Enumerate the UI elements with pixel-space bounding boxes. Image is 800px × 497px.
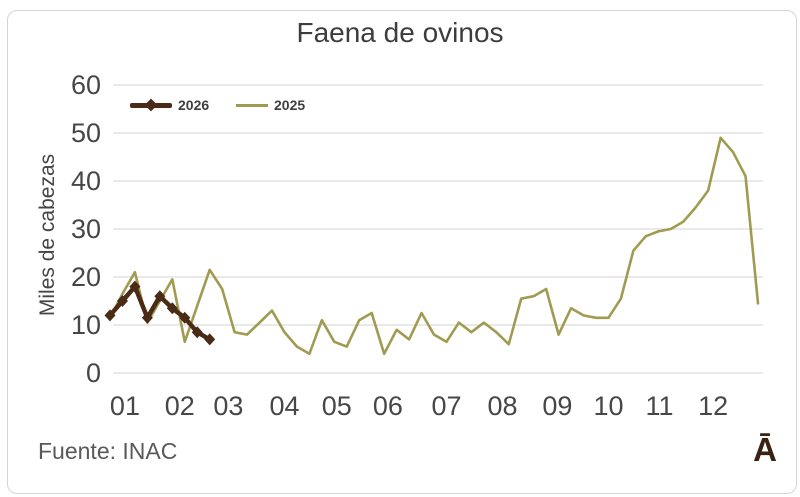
legend-item-2026: 2026 — [130, 96, 209, 114]
y-tick-label: 10 — [71, 310, 101, 340]
y-tick-label: 30 — [71, 214, 101, 244]
x-tick-label: 08 — [488, 391, 518, 421]
legend-swatch-2026 — [130, 98, 172, 112]
x-tick-label: 02 — [165, 391, 195, 421]
x-tick-label: 06 — [373, 391, 403, 421]
series-marker-2026-diamond — [116, 295, 128, 307]
legend-label-2026: 2026 — [178, 97, 210, 113]
y-tick-label: 20 — [71, 262, 101, 292]
legend-label-2025: 2025 — [274, 97, 306, 113]
x-tick-label: 10 — [593, 391, 623, 421]
x-tick-label: 05 — [322, 391, 352, 421]
diamond-marker-icon — [144, 98, 158, 112]
series-marker-2026-diamond — [129, 280, 141, 293]
source-note: Fuente: INAC — [38, 438, 178, 464]
series-marker-2026-diamond — [104, 309, 116, 322]
legend-item-2025: 2025 — [236, 96, 305, 114]
series-marker-2026-diamond — [179, 311, 191, 324]
x-tick-label: 12 — [698, 391, 728, 421]
chart-title: Faena de ovinos — [296, 17, 504, 48]
y-tick-label: 60 — [71, 70, 101, 100]
series-marker-2026-diamond — [191, 326, 203, 339]
x-tick-label: 04 — [269, 391, 299, 421]
x-tick-label: 07 — [431, 391, 461, 421]
x-tick-label: 11 — [646, 391, 674, 421]
series-marker-2026-diamond — [204, 333, 216, 346]
x-tick-label: 01 — [110, 391, 140, 421]
series-marker-2026-diamond — [154, 290, 166, 303]
legend-swatch-2025 — [236, 103, 268, 107]
x-tick-label: 03 — [213, 391, 243, 421]
series-marker-2026-diamond — [166, 302, 178, 315]
y-tick-label: 0 — [86, 358, 101, 388]
series-line-2025 — [108, 136, 760, 356]
watermark-logo: Ā — [753, 431, 777, 468]
x-tick-label: 09 — [542, 391, 572, 421]
y-tick-label: 40 — [71, 166, 101, 196]
series-marker-2026-diamond — [141, 311, 153, 324]
y-tick-label: 50 — [71, 118, 101, 148]
